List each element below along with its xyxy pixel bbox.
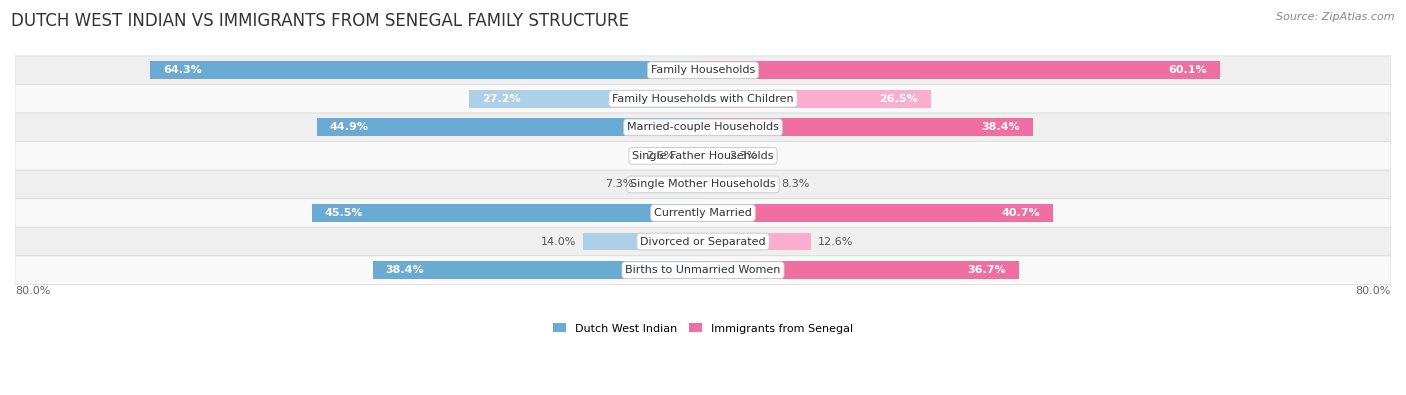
Text: Single Mother Households: Single Mother Households <box>630 179 776 190</box>
Bar <box>703 118 1033 136</box>
FancyBboxPatch shape <box>15 85 1391 113</box>
Text: 27.2%: 27.2% <box>482 94 520 104</box>
FancyBboxPatch shape <box>15 227 1391 256</box>
Text: 12.6%: 12.6% <box>818 237 853 246</box>
Bar <box>703 90 931 107</box>
FancyBboxPatch shape <box>15 199 1391 227</box>
Text: Source: ZipAtlas.com: Source: ZipAtlas.com <box>1277 12 1395 22</box>
FancyBboxPatch shape <box>15 170 1391 199</box>
Text: 2.3%: 2.3% <box>730 151 758 161</box>
Bar <box>703 204 1053 222</box>
Text: 26.5%: 26.5% <box>879 94 918 104</box>
Bar <box>703 261 1018 279</box>
Text: 60.1%: 60.1% <box>1168 65 1206 75</box>
Text: 36.7%: 36.7% <box>967 265 1005 275</box>
Text: Births to Unmarried Women: Births to Unmarried Women <box>626 265 780 275</box>
Text: 44.9%: 44.9% <box>330 122 368 132</box>
Text: 7.3%: 7.3% <box>606 179 634 190</box>
Bar <box>703 233 811 250</box>
Bar <box>312 204 703 222</box>
Text: Family Households with Children: Family Households with Children <box>612 94 794 104</box>
Text: 45.5%: 45.5% <box>325 208 363 218</box>
Text: 38.4%: 38.4% <box>385 265 425 275</box>
Bar <box>150 61 703 79</box>
Bar <box>703 147 723 165</box>
Bar <box>582 233 703 250</box>
FancyBboxPatch shape <box>15 56 1391 85</box>
Bar <box>703 61 1220 79</box>
FancyBboxPatch shape <box>15 113 1391 141</box>
Text: Married-couple Households: Married-couple Households <box>627 122 779 132</box>
Bar <box>681 147 703 165</box>
Text: 40.7%: 40.7% <box>1001 208 1040 218</box>
Text: Divorced or Separated: Divorced or Separated <box>640 237 766 246</box>
Text: 14.0%: 14.0% <box>541 237 576 246</box>
Bar <box>373 261 703 279</box>
Bar <box>470 90 703 107</box>
Bar <box>640 176 703 193</box>
FancyBboxPatch shape <box>15 141 1391 170</box>
FancyBboxPatch shape <box>15 256 1391 284</box>
Text: DUTCH WEST INDIAN VS IMMIGRANTS FROM SENEGAL FAMILY STRUCTURE: DUTCH WEST INDIAN VS IMMIGRANTS FROM SEN… <box>11 12 630 30</box>
Text: Single Father Households: Single Father Households <box>633 151 773 161</box>
Text: 2.6%: 2.6% <box>645 151 675 161</box>
Text: 80.0%: 80.0% <box>15 286 51 296</box>
Text: Family Households: Family Households <box>651 65 755 75</box>
Bar <box>703 176 775 193</box>
Text: Currently Married: Currently Married <box>654 208 752 218</box>
Text: 80.0%: 80.0% <box>1355 286 1391 296</box>
Legend: Dutch West Indian, Immigrants from Senegal: Dutch West Indian, Immigrants from Seneg… <box>548 319 858 338</box>
Text: 64.3%: 64.3% <box>163 65 201 75</box>
Bar <box>316 118 703 136</box>
Text: 8.3%: 8.3% <box>780 179 810 190</box>
Text: 38.4%: 38.4% <box>981 122 1021 132</box>
